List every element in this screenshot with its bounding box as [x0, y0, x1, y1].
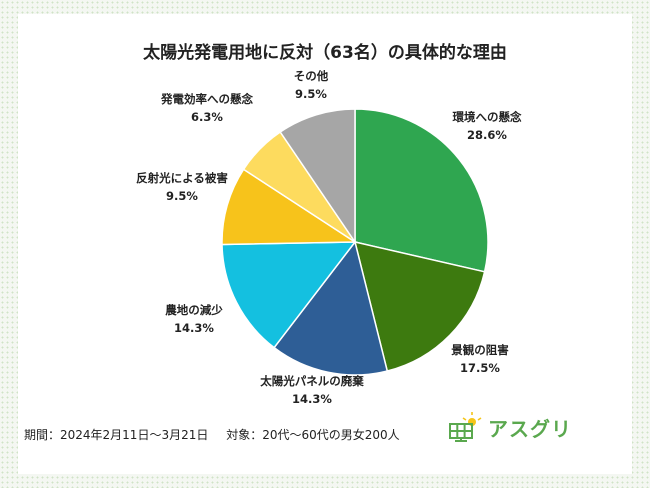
slice-label: 発電効率への懸念 6.3%	[160, 92, 253, 124]
survey-period: 期間：2024年2月11日〜3月21日	[24, 428, 209, 442]
pie-slice	[221, 241, 357, 349]
brand-logo: アスグリ	[448, 412, 572, 442]
pie-slice	[279, 108, 356, 245]
pie-slice	[221, 168, 358, 246]
solar-panel-sun-icon	[449, 412, 482, 442]
brand-name: アスグリ	[488, 416, 572, 441]
pie-slice	[353, 240, 486, 372]
slice-category: 景観の阻害	[450, 343, 509, 357]
slice-percent: 9.5%	[166, 189, 198, 203]
slice-percent: 9.5%	[295, 87, 327, 101]
slice-percent: 17.5%	[460, 361, 500, 375]
slice-label: 農地の減少 14.3%	[165, 303, 223, 335]
pie-slices	[221, 108, 489, 376]
slice-percent: 6.3%	[191, 110, 223, 124]
slice-category: 環境への懸念	[453, 110, 522, 124]
slice-percent: 14.3%	[174, 321, 214, 335]
pie-slice	[273, 240, 389, 376]
slice-percent: 28.6%	[467, 128, 507, 142]
survey-info: 期間：2024年2月11日〜3月21日 対象：20代〜60代の男女200人	[24, 426, 414, 443]
slice-category: 発電効率への懸念	[160, 92, 253, 106]
survey-target: 対象：20代〜60代の男女200人	[226, 428, 400, 442]
slice-label: 景観の阻害 17.5%	[450, 343, 509, 375]
chart-title: 太陽光発電用地に反対（63名）の具体的な理由	[143, 43, 507, 63]
pie-labels: 環境への懸念 28.6%景観の阻害 17.5%太陽光パネルの廃棄 14.3%農地の減少…	[136, 69, 522, 406]
slice-label: 環境への懸念 28.6%	[453, 110, 522, 142]
slice-category: 反射光による被害	[136, 171, 228, 185]
slice-category: その他	[294, 69, 329, 83]
pie-slice	[354, 108, 489, 273]
slice-category: 太陽光パネルの廃棄	[259, 374, 364, 388]
slice-label: その他 9.5%	[294, 69, 329, 101]
slice-label: 太陽光パネルの廃棄 14.3%	[259, 374, 364, 406]
slice-category: 農地の減少	[165, 303, 223, 317]
slice-percent: 14.3%	[292, 392, 332, 406]
slice-label: 反射光による被害 9.5%	[136, 171, 228, 203]
